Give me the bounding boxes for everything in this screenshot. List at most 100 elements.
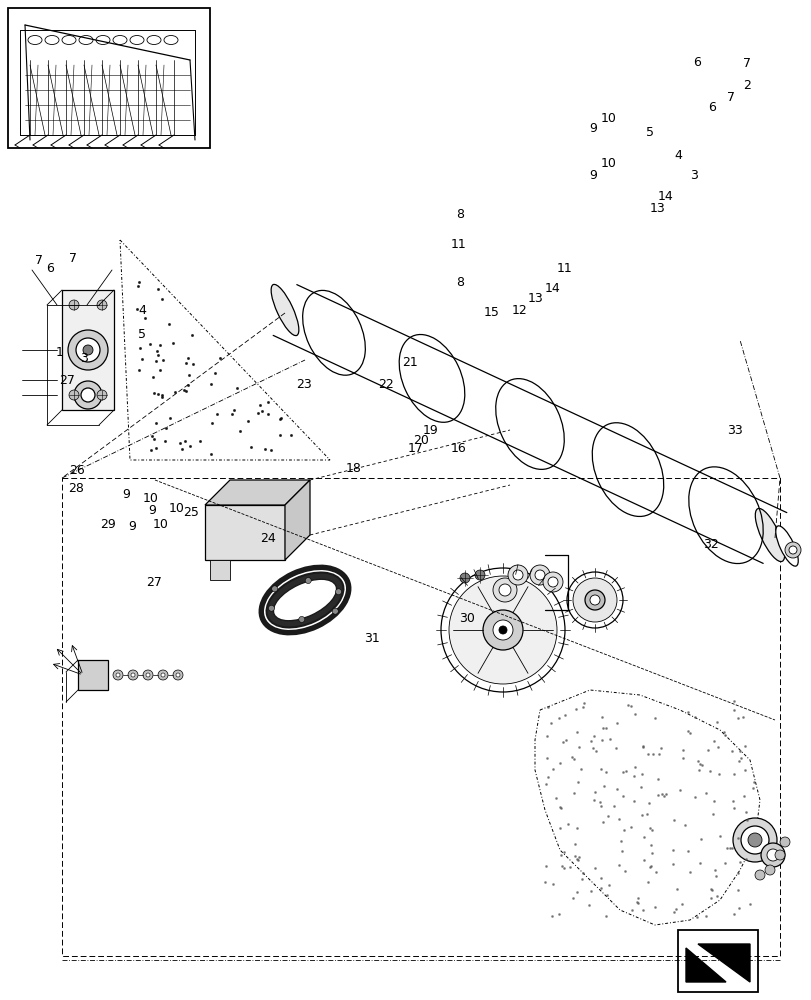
Circle shape (83, 345, 93, 355)
Text: 13: 13 (527, 292, 543, 306)
Circle shape (584, 590, 604, 610)
Text: 29: 29 (100, 518, 116, 532)
Text: 19: 19 (422, 424, 438, 436)
Circle shape (268, 605, 274, 611)
Circle shape (754, 870, 764, 880)
Circle shape (298, 616, 304, 622)
Text: 27: 27 (146, 576, 162, 588)
Circle shape (543, 572, 562, 592)
Circle shape (508, 565, 527, 585)
Text: 2: 2 (742, 79, 750, 92)
Circle shape (747, 833, 761, 847)
Circle shape (440, 568, 564, 692)
Circle shape (492, 620, 513, 640)
Text: 10: 10 (600, 157, 616, 170)
Circle shape (113, 670, 122, 680)
Text: 16: 16 (450, 442, 466, 454)
Circle shape (128, 670, 138, 680)
Text: 7: 7 (69, 251, 77, 264)
Text: 7: 7 (726, 91, 734, 104)
Text: 7: 7 (35, 253, 43, 266)
Text: 6: 6 (707, 101, 715, 114)
Text: 11: 11 (556, 261, 572, 274)
Ellipse shape (273, 579, 337, 621)
Polygon shape (8, 8, 210, 148)
Polygon shape (677, 930, 757, 992)
Text: 4: 4 (138, 304, 146, 316)
Circle shape (566, 572, 622, 628)
Circle shape (474, 570, 484, 580)
Ellipse shape (775, 526, 797, 566)
Text: 10: 10 (152, 518, 169, 530)
Text: 9: 9 (588, 169, 596, 182)
Polygon shape (120, 240, 329, 460)
Text: 5: 5 (138, 328, 146, 342)
Text: 6: 6 (46, 261, 54, 274)
Text: 33: 33 (726, 424, 742, 436)
Circle shape (131, 673, 135, 677)
Text: 4: 4 (673, 149, 681, 162)
Circle shape (335, 589, 341, 595)
Text: 10: 10 (169, 502, 185, 514)
Circle shape (448, 576, 556, 684)
Text: 14: 14 (657, 190, 673, 202)
Circle shape (161, 673, 165, 677)
Polygon shape (204, 505, 285, 560)
Text: 18: 18 (345, 462, 361, 475)
Text: 11: 11 (450, 238, 466, 251)
Circle shape (97, 300, 107, 310)
Text: 27: 27 (58, 373, 75, 386)
Circle shape (784, 542, 800, 558)
Circle shape (774, 850, 784, 860)
Circle shape (173, 670, 182, 680)
Text: 32: 32 (702, 538, 718, 552)
Text: 9: 9 (122, 488, 130, 500)
Circle shape (499, 626, 506, 634)
Text: 24: 24 (260, 532, 276, 544)
Circle shape (272, 586, 277, 592)
Circle shape (530, 565, 549, 585)
Circle shape (332, 608, 338, 614)
Ellipse shape (271, 284, 298, 336)
Text: 5: 5 (645, 126, 653, 139)
Text: 6: 6 (692, 56, 700, 69)
Circle shape (764, 865, 774, 875)
Text: 14: 14 (543, 282, 560, 294)
Text: 1: 1 (55, 346, 63, 359)
Circle shape (69, 300, 79, 310)
Text: 15: 15 (483, 306, 500, 320)
Text: 30: 30 (458, 611, 474, 624)
Circle shape (740, 826, 768, 854)
Text: 3: 3 (79, 352, 88, 364)
Circle shape (81, 388, 95, 402)
Circle shape (116, 673, 120, 677)
Circle shape (547, 577, 557, 587)
Circle shape (460, 573, 470, 583)
Text: 17: 17 (407, 442, 423, 454)
Polygon shape (697, 944, 749, 982)
Circle shape (766, 849, 778, 861)
Text: 7: 7 (742, 57, 750, 70)
Circle shape (732, 818, 776, 862)
Circle shape (74, 381, 102, 409)
Circle shape (97, 390, 107, 400)
Text: 21: 21 (401, 356, 418, 368)
Polygon shape (534, 690, 759, 925)
Text: 8: 8 (456, 275, 464, 288)
Text: 28: 28 (68, 482, 84, 494)
Circle shape (788, 546, 796, 554)
Circle shape (68, 330, 108, 370)
Circle shape (499, 584, 510, 596)
Polygon shape (78, 660, 108, 690)
Circle shape (483, 610, 522, 650)
Text: 25: 25 (182, 506, 199, 518)
Circle shape (146, 673, 150, 677)
Circle shape (590, 595, 599, 605)
Circle shape (69, 390, 79, 400)
Circle shape (76, 338, 100, 362)
Polygon shape (285, 480, 310, 560)
Ellipse shape (266, 573, 343, 627)
Text: 8: 8 (456, 209, 464, 222)
Text: 22: 22 (377, 377, 393, 390)
Circle shape (779, 837, 789, 847)
